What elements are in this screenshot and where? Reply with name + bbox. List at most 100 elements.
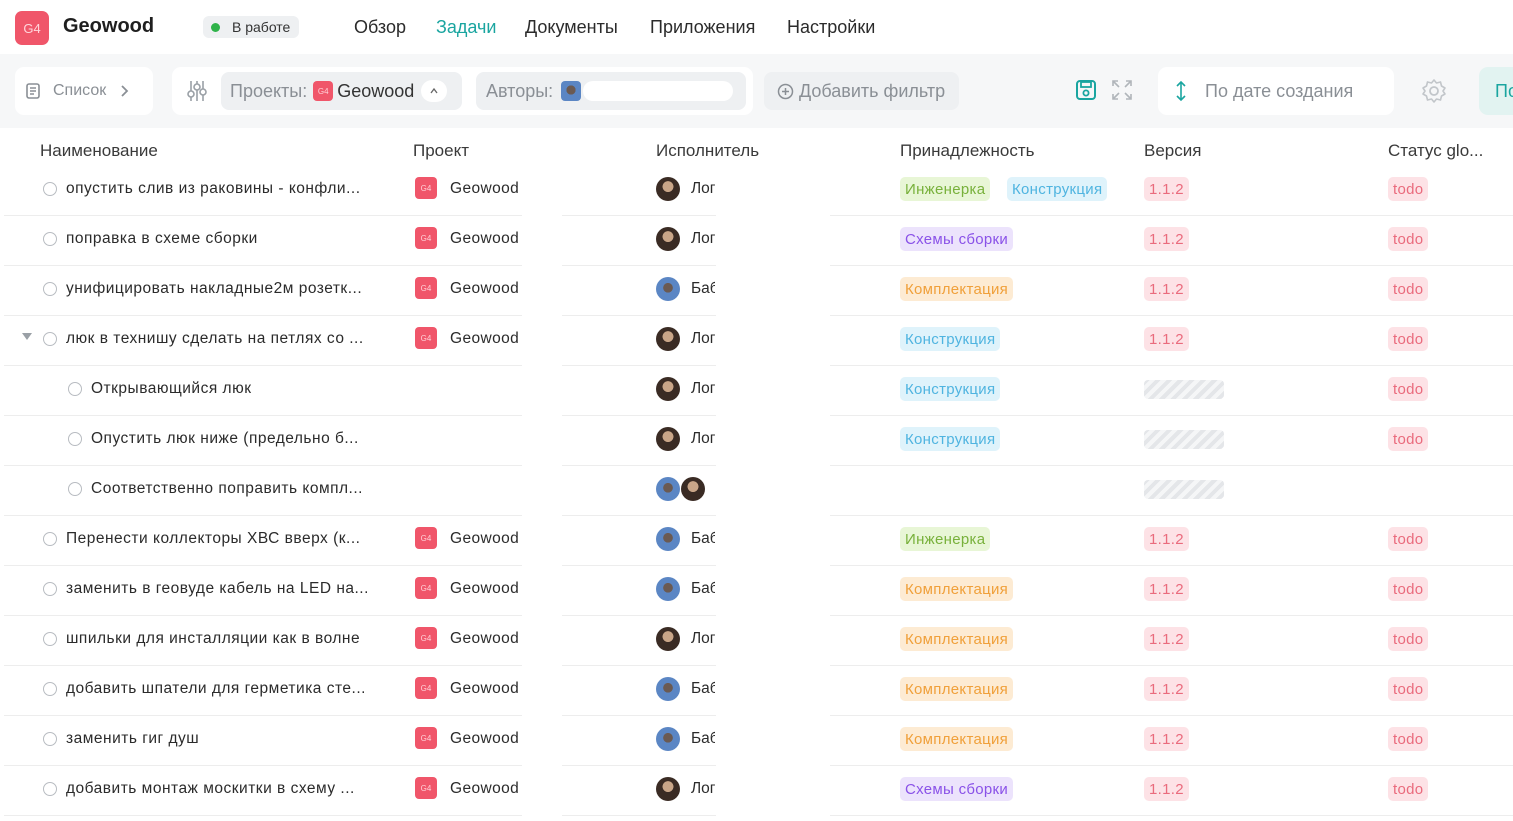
assignee-name[interactable]: Лог — [691, 180, 715, 197]
task-status-radio[interactable] — [43, 732, 57, 746]
project-name[interactable]: Geowood — [450, 530, 520, 547]
gear-icon[interactable] — [1420, 77, 1448, 105]
status-badge-todo[interactable]: todo — [1388, 177, 1429, 201]
status-badge-todo[interactable]: todo — [1388, 677, 1429, 701]
assignee-name[interactable]: Лог — [691, 330, 715, 347]
task-name[interactable]: шпильки для инсталляции как в волне — [66, 630, 361, 647]
project-name[interactable]: Geowood — [450, 330, 520, 347]
assignee-name[interactable]: Лог — [691, 230, 715, 247]
affiliation-tag[interactable]: Комплектация — [900, 277, 1014, 301]
expand-caret-icon[interactable] — [22, 333, 32, 340]
filter-settings-icon[interactable] — [186, 79, 208, 103]
status-badge-todo[interactable]: todo — [1388, 777, 1429, 801]
col-status[interactable]: Статус glo... — [1388, 141, 1484, 160]
version-badge[interactable]: 1.1.2 — [1144, 727, 1189, 751]
assignee-name[interactable]: Лог — [691, 630, 715, 647]
table-row[interactable]: шпильки для инсталляции как в волне G4 Geo… — [4, 615, 1513, 666]
col-executor[interactable]: Исполнитель — [656, 141, 760, 160]
primary-action-button[interactable]: По — [1479, 67, 1513, 115]
affiliation-tag[interactable]: Комплектация — [900, 577, 1014, 601]
task-name[interactable]: люк в технишу сделать на петлях со ... — [66, 330, 364, 347]
affiliation-tag[interactable]: Конструкция — [900, 427, 1001, 451]
assignee-name[interactable]: Баб — [691, 680, 715, 697]
project-name[interactable]: Geowood — [450, 180, 520, 197]
version-badge[interactable]: 1.1.2 — [1144, 677, 1189, 701]
task-status-radio[interactable] — [43, 632, 57, 646]
project-name[interactable]: Geowood — [450, 280, 520, 297]
version-badge[interactable]: 1.1.2 — [1144, 277, 1189, 301]
task-status-radio[interactable] — [68, 382, 82, 396]
assignee-name[interactable]: Баб — [691, 580, 715, 597]
sort-button[interactable]: По дате создания — [1158, 67, 1394, 115]
nav-settings[interactable]: Настройки — [787, 17, 876, 37]
project-name[interactable]: Geowood — [450, 580, 520, 597]
assignee-name[interactable]: Лог — [691, 780, 715, 797]
save-filter-icon[interactable] — [1075, 79, 1097, 101]
status-badge-todo[interactable]: todo — [1388, 527, 1429, 551]
nav-documents[interactable]: Документы — [525, 17, 618, 37]
assignee-name[interactable]: Лог — [691, 430, 715, 447]
project-logo[interactable]: G4 — [15, 11, 49, 45]
status-badge-todo[interactable]: todo — [1388, 627, 1429, 651]
task-status-radio[interactable] — [43, 332, 57, 346]
task-status-radio[interactable] — [43, 532, 57, 546]
version-badge[interactable]: 1.1.2 — [1144, 777, 1189, 801]
version-badge[interactable]: 1.1.2 — [1144, 227, 1189, 251]
task-status-radio[interactable] — [68, 482, 82, 496]
version-badge[interactable]: 1.1.2 — [1144, 177, 1189, 201]
status-badge-todo[interactable]: todo — [1388, 427, 1429, 451]
task-name[interactable]: поправка в схеме сборки — [66, 230, 258, 247]
projects-filter-chip[interactable]: Проекты: G4 Geowood — [221, 72, 462, 110]
affiliation-tag[interactable]: Комплектация — [900, 727, 1014, 751]
task-name[interactable]: добавить шпатели для герметика сте... — [66, 680, 366, 697]
affiliation-tag[interactable]: Инженерка — [900, 177, 991, 201]
task-name[interactable]: Открывающийся люк — [91, 380, 252, 397]
col-affiliation[interactable]: Принадлежность — [900, 141, 1035, 160]
task-status-radio[interactable] — [43, 182, 57, 196]
status-badge-todo[interactable]: todo — [1388, 327, 1429, 351]
view-switch-button[interactable]: Список — [15, 67, 153, 115]
project-name[interactable]: Geowood — [450, 680, 520, 697]
status-badge-todo[interactable]: todo — [1388, 377, 1429, 401]
fullscreen-icon[interactable] — [1111, 79, 1133, 101]
col-name[interactable]: Наименование — [40, 141, 158, 160]
affiliation-tag[interactable]: Инженерка — [900, 527, 991, 551]
task-status-radio[interactable] — [43, 282, 57, 296]
affiliation-tag[interactable]: Комплектация — [900, 627, 1014, 651]
task-status-radio[interactable] — [43, 682, 57, 696]
task-status-radio[interactable] — [43, 582, 57, 596]
add-filter-button[interactable]: Добавить фильтр — [764, 72, 959, 110]
status-badge-todo[interactable]: todo — [1388, 277, 1429, 301]
authors-filter-chip[interactable]: Авторы: — [476, 72, 746, 110]
assignee-name[interactable]: Лог — [691, 380, 715, 397]
table-row[interactable]: заменить в геовуде кабель на LED на... G4… — [4, 565, 1513, 616]
project-title[interactable]: Geowood — [63, 15, 155, 37]
table-row[interactable]: добавить шпатели для герметика сте... G4 G… — [4, 665, 1513, 716]
project-name[interactable]: Geowood — [450, 230, 520, 247]
task-status-radio[interactable] — [43, 232, 57, 246]
nav-apps[interactable]: Приложения — [650, 17, 756, 37]
status-badge-todo[interactable]: todo — [1388, 727, 1429, 751]
assignee-name[interactable]: Баб — [691, 280, 715, 297]
table-row[interactable]: добавить монтаж москитки в схему ... G4 Ge… — [4, 765, 1513, 816]
assignee-name[interactable]: Баб — [691, 730, 715, 747]
affiliation-tag[interactable]: Комплектация — [900, 677, 1014, 701]
affiliation-tag[interactable]: Конструкция — [900, 377, 1001, 401]
version-empty-placeholder[interactable] — [1144, 380, 1224, 399]
task-name[interactable]: заменить гиг душ — [66, 730, 200, 747]
assignee-name[interactable]: Баб — [691, 530, 715, 547]
filter-options-icon[interactable] — [421, 80, 448, 102]
version-empty-placeholder[interactable] — [1144, 480, 1224, 499]
status-badge-todo[interactable]: todo — [1388, 577, 1429, 601]
table-row[interactable]: Открывающийся люк Лог Конструкция todo — [4, 365, 1513, 416]
version-badge[interactable]: 1.1.2 — [1144, 627, 1189, 651]
task-name[interactable]: Соответственно поправить компл... — [91, 480, 363, 497]
version-badge[interactable]: 1.1.2 — [1144, 327, 1189, 351]
nav-overview[interactable]: Обзор — [354, 17, 406, 37]
affiliation-tag[interactable]: Конструкция — [1007, 177, 1108, 201]
project-name[interactable]: Geowood — [450, 630, 520, 647]
nav-tasks[interactable]: Задачи — [436, 17, 497, 37]
affiliation-tag[interactable]: Схемы сборки — [900, 227, 1014, 251]
table-row[interactable]: унифицировать накладные2м розетк... G4 Geo… — [4, 265, 1513, 316]
task-name[interactable]: добавить монтаж москитки в схему ... — [66, 780, 355, 797]
